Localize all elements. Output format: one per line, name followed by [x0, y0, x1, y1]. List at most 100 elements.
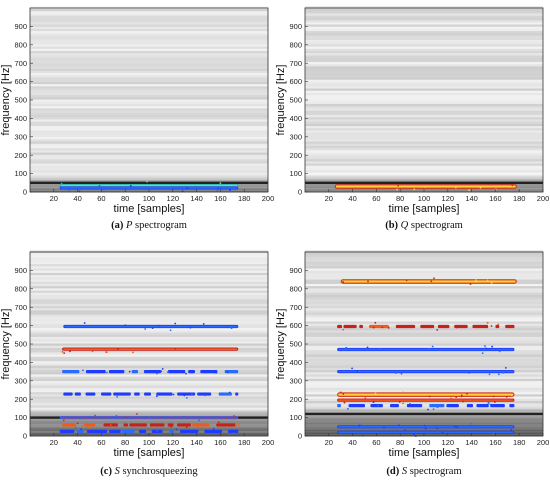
y-tick-label: 200 [14, 395, 27, 404]
track-dot [468, 189, 471, 192]
track-segment [437, 324, 450, 329]
track-segment [238, 423, 240, 427]
track-segment [446, 404, 459, 408]
track-dot [492, 432, 495, 435]
track-dot [502, 371, 505, 374]
y-tick-label: 300 [14, 132, 27, 141]
track-segment [188, 370, 195, 374]
track-dot [428, 395, 431, 398]
track-dot [413, 433, 416, 436]
track-350hz [62, 367, 239, 375]
y-tick-label: 100 [289, 169, 302, 178]
track-dot [157, 324, 160, 327]
track-22hz [59, 184, 239, 193]
y-tick-label: 500 [14, 96, 27, 105]
track-dot [188, 393, 191, 396]
track-dot [146, 180, 148, 183]
track-segment [129, 423, 147, 427]
x-tick-label: 80 [121, 438, 129, 447]
spectrogram-texture [305, 250, 543, 437]
track-dot [228, 391, 231, 394]
track-segment [113, 392, 131, 396]
track-dot [342, 393, 345, 395]
track-dot [475, 281, 478, 283]
track-dot [180, 348, 183, 351]
x-tick-label: 100 [143, 194, 156, 203]
y-tick-label: 100 [14, 413, 27, 422]
x-tick-label: 160 [489, 194, 502, 203]
track-dot [161, 367, 164, 370]
track-dot [402, 402, 404, 405]
track-dot [404, 429, 406, 431]
track-dot [492, 395, 495, 398]
caption-symbol: S [115, 466, 121, 477]
track-dot [465, 370, 467, 373]
track-segment [122, 429, 135, 433]
track-dot [486, 321, 489, 324]
x-tick-label: 40 [73, 194, 81, 203]
x-tick-label: 200 [537, 438, 550, 447]
track-50hz [337, 422, 515, 429]
track-segment [490, 404, 505, 408]
track-dot [372, 326, 375, 329]
y-tick-label: 300 [289, 132, 302, 141]
y-tick-label: 900 [289, 266, 302, 275]
track-dot [477, 426, 480, 429]
y-tick-label: 0 [298, 432, 302, 441]
track-segment [476, 404, 489, 408]
track-dot [409, 404, 412, 407]
track-core [335, 185, 516, 188]
track-segment [179, 429, 199, 433]
track-dot [186, 187, 189, 189]
track-segment [472, 324, 489, 329]
track-dot [436, 406, 439, 409]
x-tick-label: 160 [214, 438, 227, 447]
track-dot [487, 401, 490, 404]
track-dot [174, 347, 177, 350]
track-core [64, 325, 238, 328]
y-tick-label: 400 [14, 358, 27, 367]
track-165hz [337, 401, 515, 411]
track-dot [166, 371, 169, 374]
track-dot [481, 352, 484, 355]
caption-letter: (d) [386, 466, 401, 477]
track-dot [191, 184, 193, 187]
caption-letter: (b) [385, 220, 400, 231]
track-472hz [61, 347, 239, 354]
track-segment [200, 370, 218, 374]
track-segment [370, 404, 383, 408]
track-dot [351, 367, 353, 370]
track-dot [74, 426, 77, 429]
track-dot [101, 434, 104, 436]
track-dot [94, 414, 97, 417]
track-dot [116, 395, 119, 398]
x-tick-label: 80 [121, 194, 129, 203]
track-dot [229, 189, 231, 191]
panel-caption: (d) S spectrogram [386, 466, 461, 477]
track-segment [156, 392, 173, 396]
y-tick-label: 200 [289, 395, 302, 404]
y-tick-label: 0 [23, 188, 27, 197]
track-dot [62, 419, 65, 422]
x-tick-label: 60 [372, 438, 380, 447]
track-segment [134, 392, 140, 396]
track-dot [460, 395, 463, 398]
y-tick-label: 700 [289, 59, 302, 68]
track-dot [230, 327, 233, 330]
track-dot [374, 392, 377, 395]
track-dot [511, 184, 514, 187]
y-tick-label: 600 [14, 77, 27, 86]
x-tick-label: 100 [418, 438, 431, 447]
y-tick-label: 500 [289, 340, 302, 349]
track-dot [342, 328, 345, 331]
track-segment [395, 324, 416, 329]
track-segment [343, 324, 357, 329]
track-dot [91, 350, 94, 353]
track-dot [181, 393, 184, 396]
track-dot [109, 424, 112, 427]
track-dot [441, 431, 444, 434]
caption-text: spectrogram [407, 466, 462, 477]
track-dot [105, 351, 108, 354]
track-100hz [59, 413, 239, 422]
spectrogram-texture [30, 250, 268, 437]
